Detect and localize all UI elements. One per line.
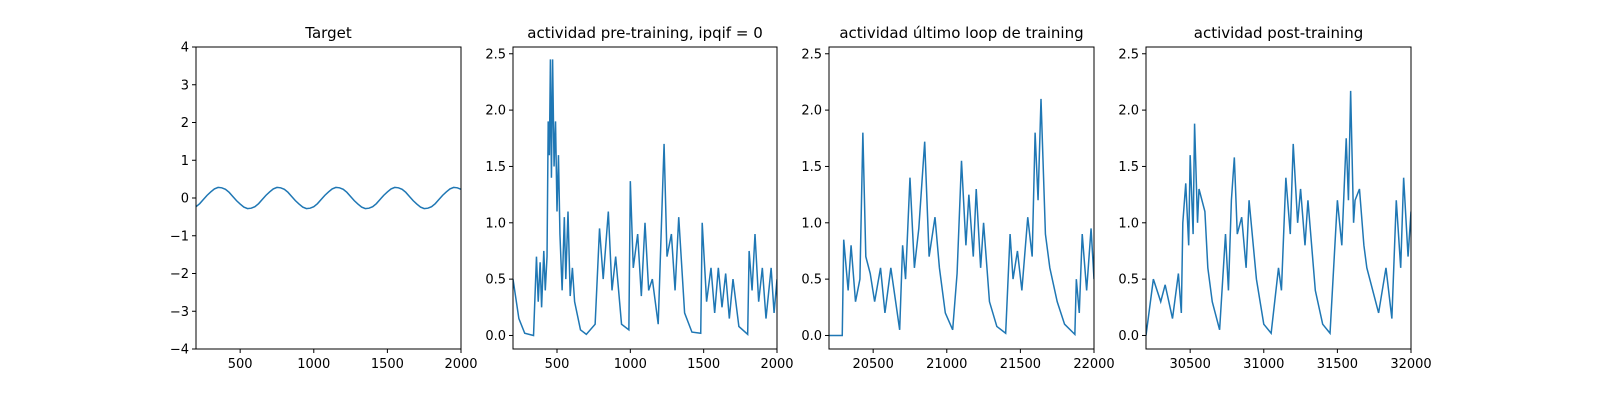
axes-frame <box>195 46 462 350</box>
y-tick-label: 1.5 <box>485 160 506 175</box>
y-tick-label: 0 <box>181 192 189 207</box>
y-tick-label: 1.0 <box>485 216 506 231</box>
x-tick-label: 1500 <box>371 357 404 372</box>
x-tick-label: 1000 <box>297 357 330 372</box>
y-tick-label: 3 <box>181 78 189 93</box>
x-tick-label: 2000 <box>444 357 477 372</box>
x-tick-label: 30500 <box>1169 357 1210 372</box>
y-tick-label: 2.5 <box>485 47 506 62</box>
y-tick-label: 2 <box>181 116 189 131</box>
x-tick-label: 22000 <box>1073 357 1114 372</box>
line <box>196 186 461 210</box>
y-tick-label: −1 <box>170 229 189 244</box>
chart-title: Target <box>304 24 352 42</box>
x-tick-label: 21500 <box>1000 357 1041 372</box>
y-tick-label: 2.0 <box>1118 104 1139 119</box>
y-tick-label: 0.0 <box>1118 329 1139 344</box>
y-tick-label: 2.5 <box>1118 47 1139 62</box>
y-tick-label: 0.5 <box>1118 273 1139 288</box>
axes-frame <box>828 46 1095 350</box>
x-tick-label: 31000 <box>1243 357 1284 372</box>
y-tick-label: 2.0 <box>801 104 822 119</box>
y-tick-label: 1.0 <box>1118 216 1139 231</box>
y-tick-label: 0.5 <box>801 273 822 288</box>
axes-frame <box>1145 46 1412 350</box>
x-tick-label: 2000 <box>760 357 793 372</box>
y-tick-label: 0.0 <box>485 329 506 344</box>
y-tick-label: 4 <box>181 41 189 56</box>
line <box>513 59 777 337</box>
x-tick-label: 1000 <box>614 357 647 372</box>
y-tick-label: −2 <box>170 267 189 282</box>
chart-title: actividad pre-training, ipqif = 0 <box>527 24 763 42</box>
chart-title: actividad post-training <box>1194 24 1363 42</box>
y-tick-label: −4 <box>170 343 189 358</box>
y-tick-label: 1 <box>181 154 189 169</box>
x-tick-label: 31500 <box>1317 357 1358 372</box>
line <box>1146 90 1411 336</box>
y-tick-label: 2.0 <box>485 104 506 119</box>
y-tick-label: −3 <box>170 305 189 320</box>
y-tick-label: 1.5 <box>1118 160 1139 175</box>
y-tick-label: 2.5 <box>801 47 822 62</box>
x-tick-label: 500 <box>545 357 570 372</box>
y-tick-label: 1.0 <box>801 216 822 231</box>
x-tick-label: 1500 <box>687 357 720 372</box>
x-tick-label: 32000 <box>1390 357 1431 372</box>
y-tick-label: 1.5 <box>801 160 822 175</box>
x-tick-label: 21000 <box>926 357 967 372</box>
x-tick-label: 500 <box>228 357 253 372</box>
chart-title: actividad último loop de training <box>839 24 1083 42</box>
y-tick-label: 0.0 <box>801 329 822 344</box>
line <box>829 98 1094 337</box>
x-tick-label: 20500 <box>852 357 893 372</box>
axes-frame <box>512 46 778 350</box>
y-tick-label: 0.5 <box>485 273 506 288</box>
